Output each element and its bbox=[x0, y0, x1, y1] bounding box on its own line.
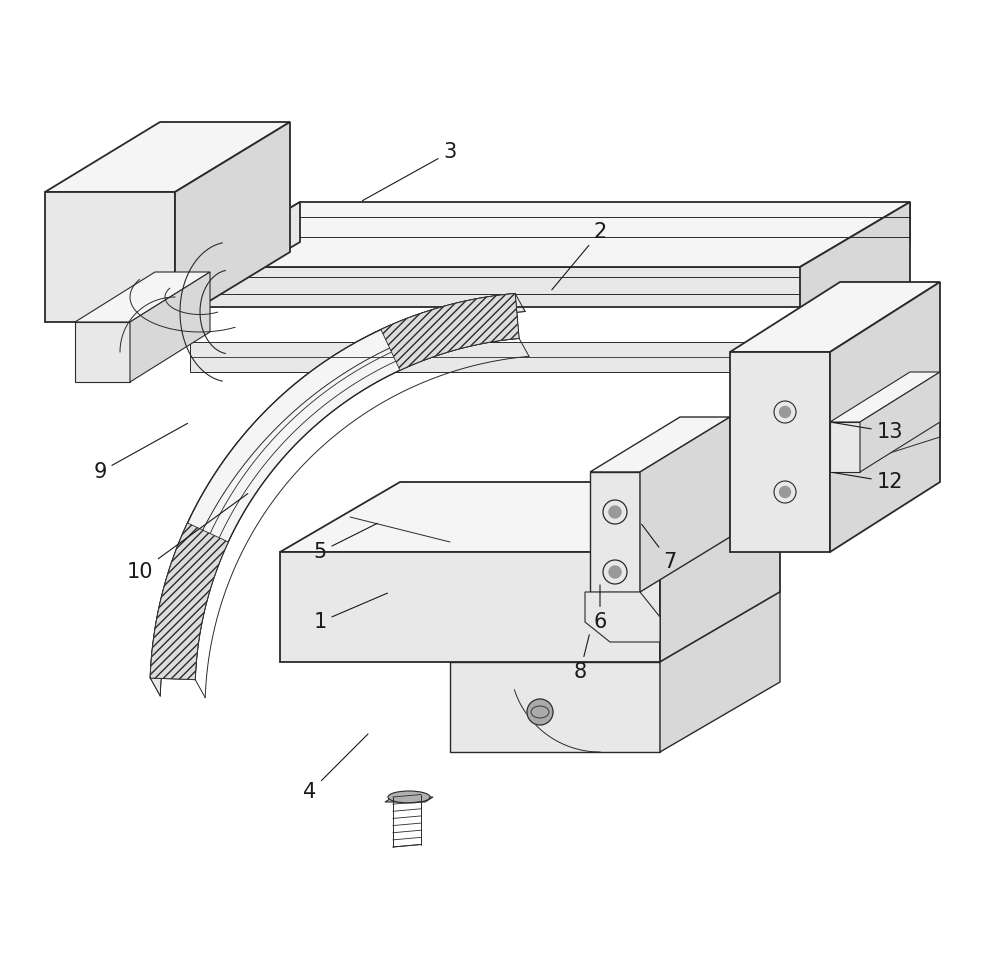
Polygon shape bbox=[800, 202, 910, 392]
Text: 4: 4 bbox=[303, 734, 368, 802]
Circle shape bbox=[609, 506, 621, 518]
Polygon shape bbox=[660, 482, 780, 662]
Polygon shape bbox=[590, 472, 640, 592]
Circle shape bbox=[527, 699, 553, 725]
Text: 12: 12 bbox=[833, 472, 903, 492]
Polygon shape bbox=[190, 202, 300, 307]
Polygon shape bbox=[730, 282, 940, 352]
Text: 6: 6 bbox=[593, 585, 607, 632]
Polygon shape bbox=[450, 662, 660, 752]
Polygon shape bbox=[585, 592, 660, 642]
Text: 8: 8 bbox=[573, 635, 589, 682]
Polygon shape bbox=[190, 342, 800, 372]
Polygon shape bbox=[150, 294, 525, 696]
Text: 2: 2 bbox=[552, 222, 607, 290]
Polygon shape bbox=[75, 272, 210, 322]
Circle shape bbox=[780, 406, 790, 418]
Polygon shape bbox=[45, 122, 290, 192]
Polygon shape bbox=[730, 352, 830, 552]
Polygon shape bbox=[190, 202, 910, 267]
Polygon shape bbox=[280, 482, 780, 552]
Circle shape bbox=[609, 566, 621, 578]
Polygon shape bbox=[280, 552, 660, 662]
Polygon shape bbox=[75, 322, 130, 382]
Polygon shape bbox=[830, 282, 940, 552]
Polygon shape bbox=[660, 592, 780, 752]
Polygon shape bbox=[590, 417, 730, 472]
Text: 1: 1 bbox=[313, 593, 387, 632]
Polygon shape bbox=[860, 372, 940, 472]
Polygon shape bbox=[830, 372, 940, 422]
Text: 7: 7 bbox=[642, 524, 677, 572]
Polygon shape bbox=[150, 523, 228, 679]
Text: 3: 3 bbox=[362, 142, 457, 200]
Polygon shape bbox=[381, 294, 519, 370]
Polygon shape bbox=[385, 797, 433, 802]
Polygon shape bbox=[640, 417, 730, 592]
Text: 10: 10 bbox=[127, 494, 248, 582]
Text: 13: 13 bbox=[833, 422, 903, 442]
Polygon shape bbox=[150, 294, 519, 679]
Text: 5: 5 bbox=[313, 523, 378, 562]
Polygon shape bbox=[190, 202, 910, 307]
Circle shape bbox=[780, 487, 790, 498]
Polygon shape bbox=[130, 272, 210, 382]
Polygon shape bbox=[175, 122, 290, 322]
Text: 9: 9 bbox=[93, 424, 188, 482]
Polygon shape bbox=[45, 192, 175, 322]
Ellipse shape bbox=[388, 791, 430, 803]
Polygon shape bbox=[830, 422, 860, 472]
